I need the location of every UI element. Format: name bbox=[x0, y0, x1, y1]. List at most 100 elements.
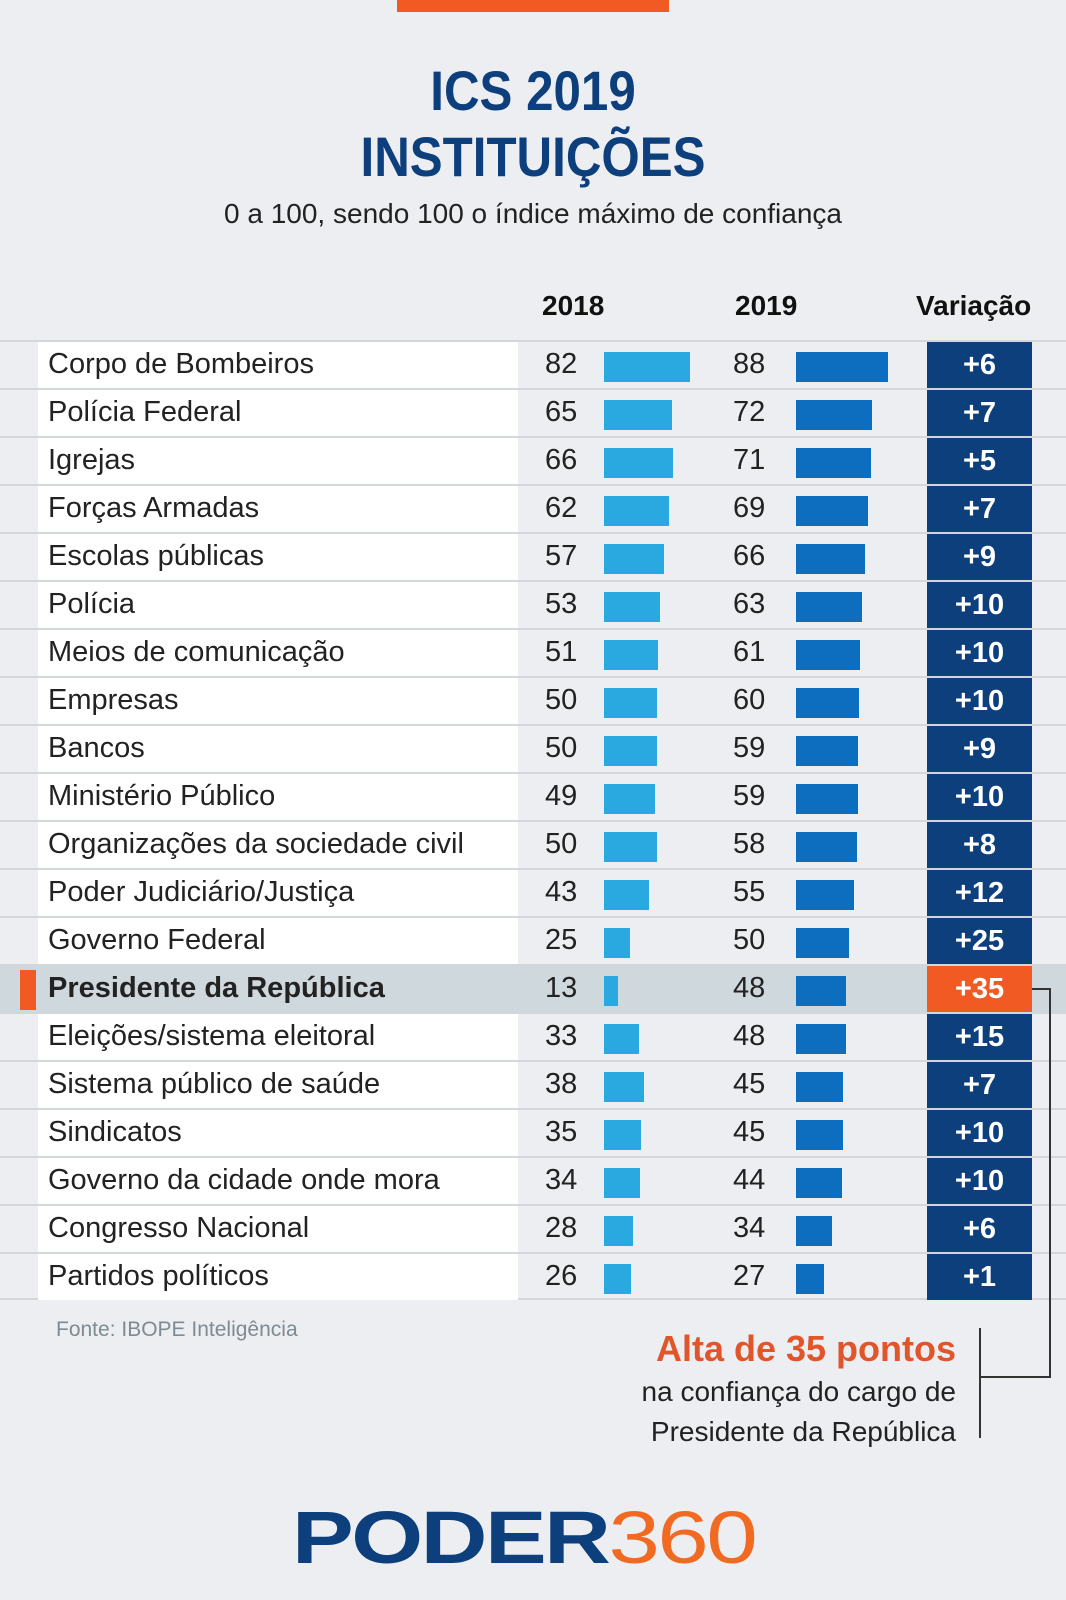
institution-name: Empresas bbox=[48, 684, 179, 716]
value-2018: 43 bbox=[545, 876, 578, 908]
institution-name: Meios de comunicação bbox=[48, 636, 345, 668]
bar-2018 bbox=[604, 592, 660, 622]
institution-cell: Sindicatos bbox=[38, 1110, 518, 1156]
value-2018: 66 bbox=[545, 444, 578, 476]
value-2018: 50 bbox=[545, 828, 578, 860]
bar-2019 bbox=[796, 832, 857, 862]
bar-2019 bbox=[796, 736, 858, 766]
variation-badge: +7 bbox=[927, 390, 1032, 436]
bar-2018 bbox=[604, 1168, 640, 1198]
column-header-2019: 2019 bbox=[735, 290, 798, 321]
institution-name: Organizações da sociedade civil bbox=[48, 828, 464, 860]
variation-badge: +10 bbox=[927, 1158, 1032, 1204]
bar-2018 bbox=[604, 832, 657, 862]
value-2018: 35 bbox=[545, 1116, 578, 1148]
bar-2018 bbox=[604, 1024, 639, 1054]
institution-name: Poder Judiciário/Justiça bbox=[48, 876, 355, 908]
institution-cell: Igrejas bbox=[38, 438, 518, 484]
table-row: Igrejas 66 71 +5 bbox=[0, 436, 1066, 484]
bar-2018 bbox=[604, 880, 650, 910]
value-2019: 63 bbox=[733, 588, 766, 620]
connector-line bbox=[1032, 988, 1050, 990]
bar-2018 bbox=[604, 1216, 634, 1246]
institution-name: Polícia Federal bbox=[48, 396, 242, 428]
value-2018: 53 bbox=[545, 588, 578, 620]
bar-2018 bbox=[604, 976, 618, 1006]
value-2018: 33 bbox=[545, 1020, 578, 1052]
institution-name: Ministério Público bbox=[48, 780, 276, 812]
variation-badge: +10 bbox=[927, 774, 1032, 820]
value-2019: 48 bbox=[733, 1020, 766, 1052]
variation-badge: +5 bbox=[927, 438, 1032, 484]
value-2018: 57 bbox=[545, 540, 578, 572]
value-2019: 34 bbox=[733, 1212, 766, 1244]
table-row: Poder Judiciário/Justiça 43 55 +12 bbox=[0, 868, 1066, 916]
variation-badge: +35 bbox=[927, 966, 1032, 1012]
institution-name: Bancos bbox=[48, 732, 145, 764]
source-note: Fonte: IBOPE Inteligência bbox=[56, 1318, 298, 1341]
value-2019: 45 bbox=[733, 1116, 766, 1148]
institution-name: Corpo de Bombeiros bbox=[48, 348, 314, 380]
top-accent-bar bbox=[397, 0, 669, 12]
institution-name: Partidos políticos bbox=[48, 1260, 269, 1292]
chart-subtitle: 0 a 100, sendo 100 o índice máximo de co… bbox=[224, 198, 842, 229]
institution-cell: Presidente da República bbox=[38, 966, 518, 1012]
institution-cell: Forças Armadas bbox=[38, 486, 518, 532]
bar-2019 bbox=[796, 784, 858, 814]
bar-2019 bbox=[796, 928, 849, 958]
variation-badge: +10 bbox=[927, 1110, 1032, 1156]
table-row: Escolas públicas 57 66 +9 bbox=[0, 532, 1066, 580]
institution-name: Forças Armadas bbox=[48, 492, 260, 524]
bar-2019 bbox=[796, 448, 871, 478]
institution-name: Sindicatos bbox=[48, 1116, 182, 1148]
logo-360: 360 bbox=[608, 1496, 757, 1579]
value-2018: 25 bbox=[545, 924, 578, 956]
bar-2019 bbox=[796, 592, 863, 622]
table-row: Organizações da sociedade civil 50 58 +8 bbox=[0, 820, 1066, 868]
variation-badge: +10 bbox=[927, 630, 1032, 676]
bar-2019 bbox=[796, 352, 889, 382]
institution-name: Eleições/sistema eleitoral bbox=[48, 1020, 376, 1052]
value-2019: 27 bbox=[733, 1260, 766, 1292]
institution-name: Escolas públicas bbox=[48, 540, 264, 572]
bar-2019 bbox=[796, 976, 847, 1006]
bar-2019 bbox=[796, 496, 869, 526]
column-header-variation: Variação bbox=[916, 290, 1032, 321]
value-2019: 72 bbox=[733, 396, 766, 428]
table-row: Eleições/sistema eleitoral 33 48 +15 bbox=[0, 1012, 1066, 1060]
value-2018: 28 bbox=[545, 1212, 578, 1244]
chart-title-line2: INSTITUIÇÕES bbox=[360, 125, 706, 188]
value-2019: 66 bbox=[733, 540, 766, 572]
variation-badge: +7 bbox=[927, 1062, 1032, 1108]
value-2019: 50 bbox=[733, 924, 766, 956]
institution-cell: Sistema público de saúde bbox=[38, 1062, 518, 1108]
poder360-logo: PODER360 bbox=[292, 1495, 758, 1580]
bar-2019 bbox=[796, 688, 859, 718]
bar-2018 bbox=[604, 1072, 644, 1102]
logo-poder: PODER bbox=[292, 1496, 611, 1579]
bar-2019 bbox=[796, 1168, 843, 1198]
bar-2019 bbox=[796, 1024, 847, 1054]
variation-badge: +6 bbox=[927, 1206, 1032, 1252]
callout-bracket bbox=[979, 1328, 981, 1438]
bar-2018 bbox=[604, 544, 664, 574]
value-2018: 26 bbox=[545, 1260, 578, 1292]
institution-cell: Empresas bbox=[38, 678, 518, 724]
column-header-2018: 2018 bbox=[542, 290, 605, 321]
callout-line1: na confiança do cargo de bbox=[641, 1376, 956, 1407]
institution-cell: Organizações da sociedade civil bbox=[38, 822, 518, 868]
bar-2018 bbox=[604, 352, 691, 382]
institution-cell: Governo da cidade onde mora bbox=[38, 1158, 518, 1204]
institution-cell: Congresso Nacional bbox=[38, 1206, 518, 1252]
value-2019: 45 bbox=[733, 1068, 766, 1100]
variation-badge: +1 bbox=[927, 1254, 1032, 1300]
value-2018: 50 bbox=[545, 732, 578, 764]
variation-badge: +8 bbox=[927, 822, 1032, 868]
highlight-marker bbox=[20, 970, 36, 1010]
table-row: Congresso Nacional 28 34 +6 bbox=[0, 1204, 1066, 1252]
value-2018: 51 bbox=[545, 636, 578, 668]
table-row: Polícia Federal 65 72 +7 bbox=[0, 388, 1066, 436]
table-row: Bancos 50 59 +9 bbox=[0, 724, 1066, 772]
callout-headline: Alta de 35 pontos bbox=[655, 1328, 956, 1369]
value-2018: 50 bbox=[545, 684, 578, 716]
